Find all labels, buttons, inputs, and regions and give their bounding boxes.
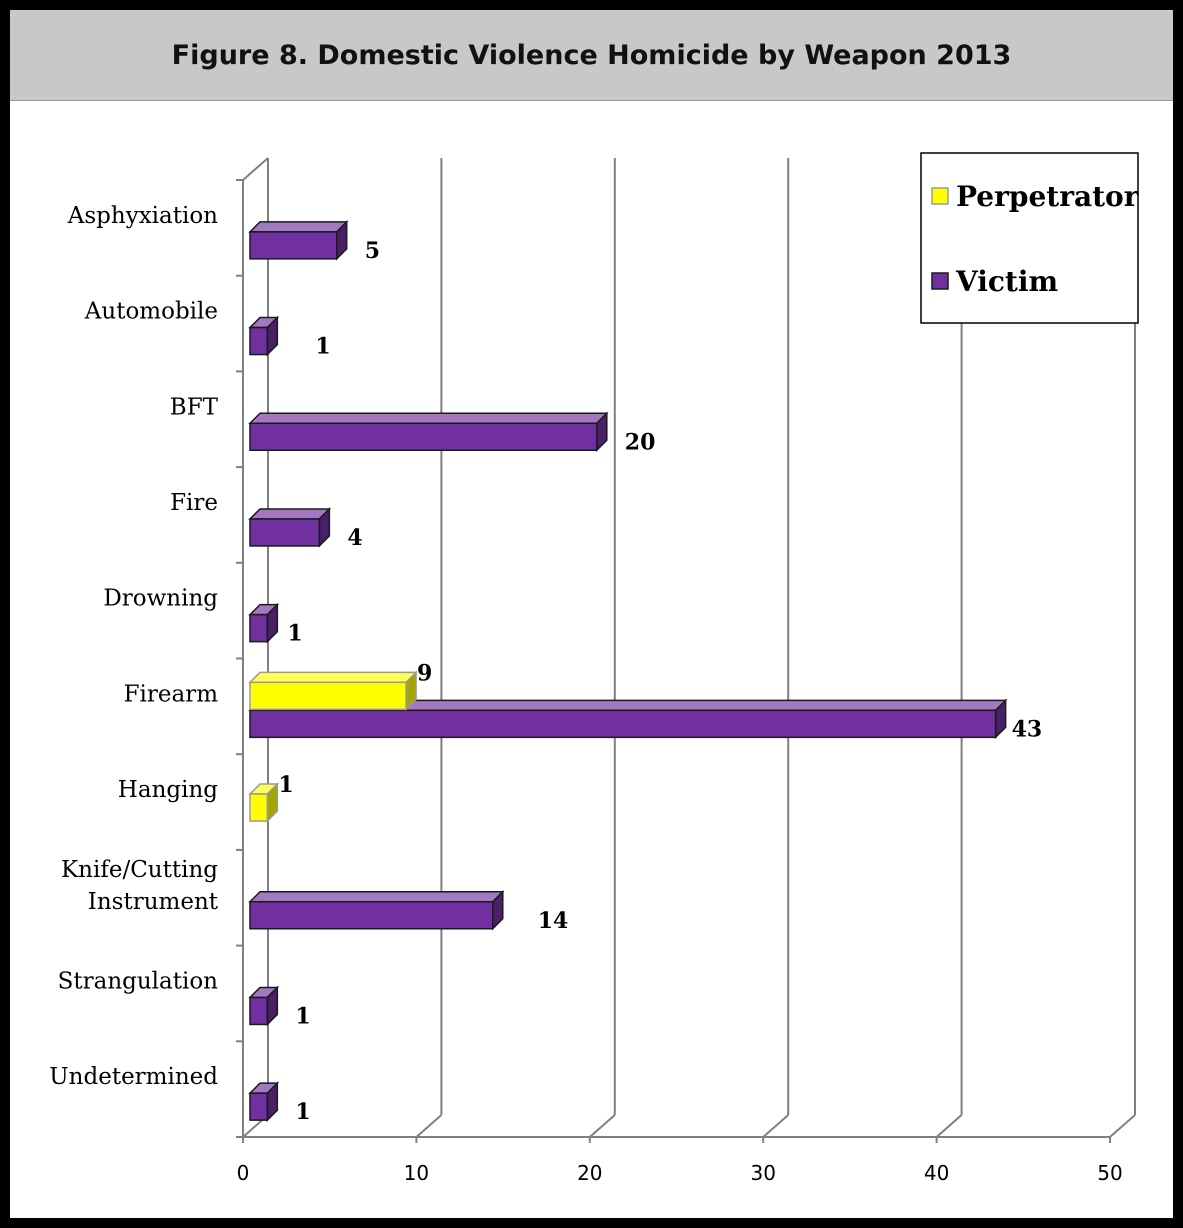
victim-bar <box>249 1092 269 1121</box>
x-tick-label: 10 <box>404 1161 429 1185</box>
grid-layer <box>415 158 1136 1138</box>
gridline-floor <box>415 1114 443 1138</box>
victim-value-label: 1 <box>315 334 330 360</box>
x-tick-label: 0 <box>237 1161 250 1185</box>
victim-value-label: 1 <box>295 1099 310 1125</box>
victim-bar <box>249 901 494 930</box>
victim-bar-top <box>248 221 349 233</box>
victim-value-label: 14 <box>538 908 569 934</box>
victim-value-label: 1 <box>287 621 302 647</box>
category-label: Knife/Cutting <box>61 857 218 883</box>
perpetrator-value-label: 1 <box>278 772 293 798</box>
legend-label: Perpetrator <box>956 180 1140 213</box>
legend-box <box>920 152 1139 324</box>
label-layer: 0 10 20 30 40 50 Asphyxiation Automobile BFT Fire… <box>49 203 1122 1185</box>
victim-bar <box>249 231 338 260</box>
gridline-floor <box>762 1114 789 1138</box>
victim-bar-top <box>248 412 609 424</box>
x-tick-label: 20 <box>577 1161 602 1185</box>
victim-bar <box>249 422 598 451</box>
category-label: Asphyxiation <box>67 203 218 229</box>
gridline-floor <box>589 1114 616 1138</box>
category-label: Drowning <box>103 586 218 612</box>
category-label: Undetermined <box>49 1064 218 1090</box>
legend-swatch <box>931 187 949 205</box>
victim-value-label: 5 <box>365 238 380 264</box>
category-label: Hanging <box>118 777 218 803</box>
victim-bar-top <box>248 891 505 903</box>
bar-layer <box>248 220 1008 1122</box>
category-label: Strangulation <box>58 968 219 994</box>
x-tick-label: 40 <box>924 1161 949 1185</box>
left-wall-top <box>242 157 269 181</box>
chart-title: Figure 8. Domestic Violence Homicide by … <box>171 39 1012 71</box>
victim-bar <box>249 996 269 1026</box>
perpetrator-bar-top <box>248 671 418 684</box>
legend-swatch <box>931 272 949 290</box>
victim-bar <box>249 518 321 547</box>
gridline-floor <box>1109 1114 1136 1138</box>
x-tick-label: 50 <box>1097 1161 1122 1185</box>
category-label: BFT <box>170 394 219 420</box>
category-label: Fire <box>170 490 218 516</box>
category-label: Instrument <box>88 889 219 915</box>
legend-label: Victim <box>955 265 1058 298</box>
gridline-floor <box>935 1114 963 1138</box>
category-label: Automobile <box>84 299 218 325</box>
victim-bar <box>249 709 997 739</box>
victim-bar <box>249 613 269 643</box>
victim-value-label: 4 <box>347 525 362 551</box>
perpetrator-bar <box>249 793 269 822</box>
victim-value-label: 1 <box>295 1003 310 1029</box>
perpetrator-bar <box>249 681 407 711</box>
legend: Perpetrator Victim <box>920 152 1140 324</box>
victim-bar <box>249 326 269 356</box>
victim-value-label: 43 <box>1012 716 1043 742</box>
victim-bar-top <box>248 508 332 520</box>
title-bar: Figure 8. Domestic Violence Homicide by … <box>10 10 1173 101</box>
victim-value-label: 20 <box>625 429 656 455</box>
x-tick-label: 30 <box>750 1161 775 1185</box>
perpetrator-value-label: 9 <box>417 660 432 686</box>
category-label: Firearm <box>124 681 219 707</box>
